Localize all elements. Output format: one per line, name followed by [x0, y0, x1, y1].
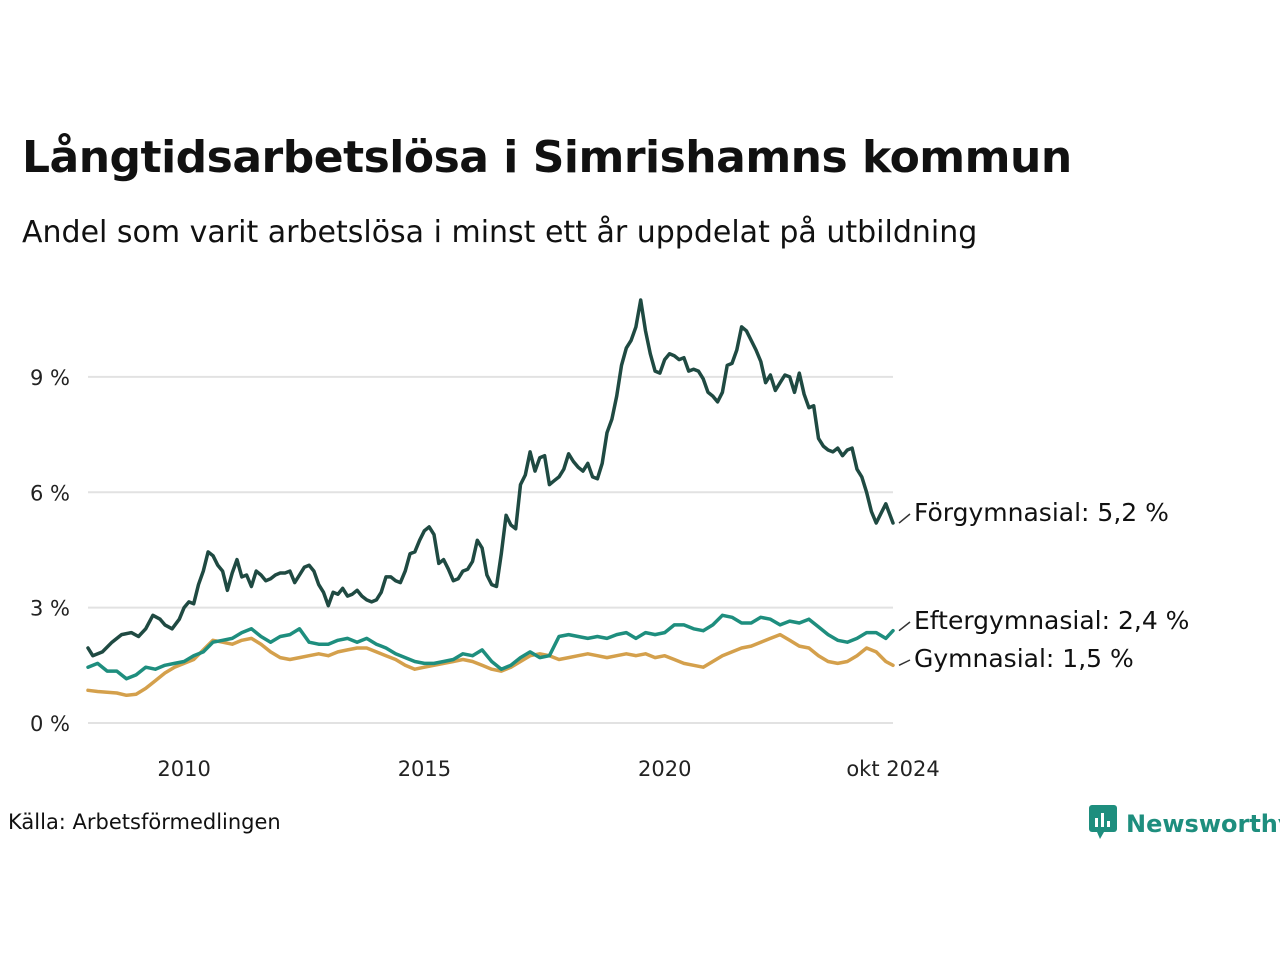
y-tick-label: 0 %	[30, 712, 70, 736]
x-tick-label: 2015	[398, 757, 451, 781]
bar-chart-speech-bubble-icon	[1088, 804, 1118, 844]
y-tick-label: 6 %	[30, 481, 70, 505]
series-end-label: Eftergymnasial: 2,4 %	[914, 606, 1189, 635]
brand-name: Newsworthy	[1126, 810, 1280, 838]
x-tick-label: 2010	[157, 757, 210, 781]
x-tick-label: okt 2024	[846, 757, 939, 781]
series-end-label: Förgymnasial: 5,2 %	[914, 498, 1169, 527]
series-line-eftergymnasial	[86, 613, 895, 681]
x-tick-label: 2020	[638, 757, 691, 781]
series-line-förgymnasial	[86, 298, 895, 658]
series-label-leader	[898, 513, 911, 524]
chart-title: Långtidsarbetslösa i Simrishamns kommun	[22, 132, 1072, 183]
series-label-leader	[898, 659, 911, 666]
line-chart: 0 % 3 % 6 % 9 % 2010 2015 2020 okt 2024 Förgymna…	[30, 298, 1189, 781]
brand-logo[interactable]: Newsworthy	[1088, 804, 1280, 844]
y-tick-label: 9 %	[30, 366, 70, 390]
source-note: Källa: Arbetsförmedlingen	[8, 810, 281, 834]
series-end-label: Gymnasial: 1,5 %	[914, 644, 1134, 673]
chart-subtitle: Andel som varit arbetslösa i minst ett å…	[22, 215, 978, 250]
series-line-gymnasial	[86, 632, 895, 698]
y-tick-label: 3 %	[30, 597, 70, 621]
series-label-leader	[898, 621, 911, 632]
